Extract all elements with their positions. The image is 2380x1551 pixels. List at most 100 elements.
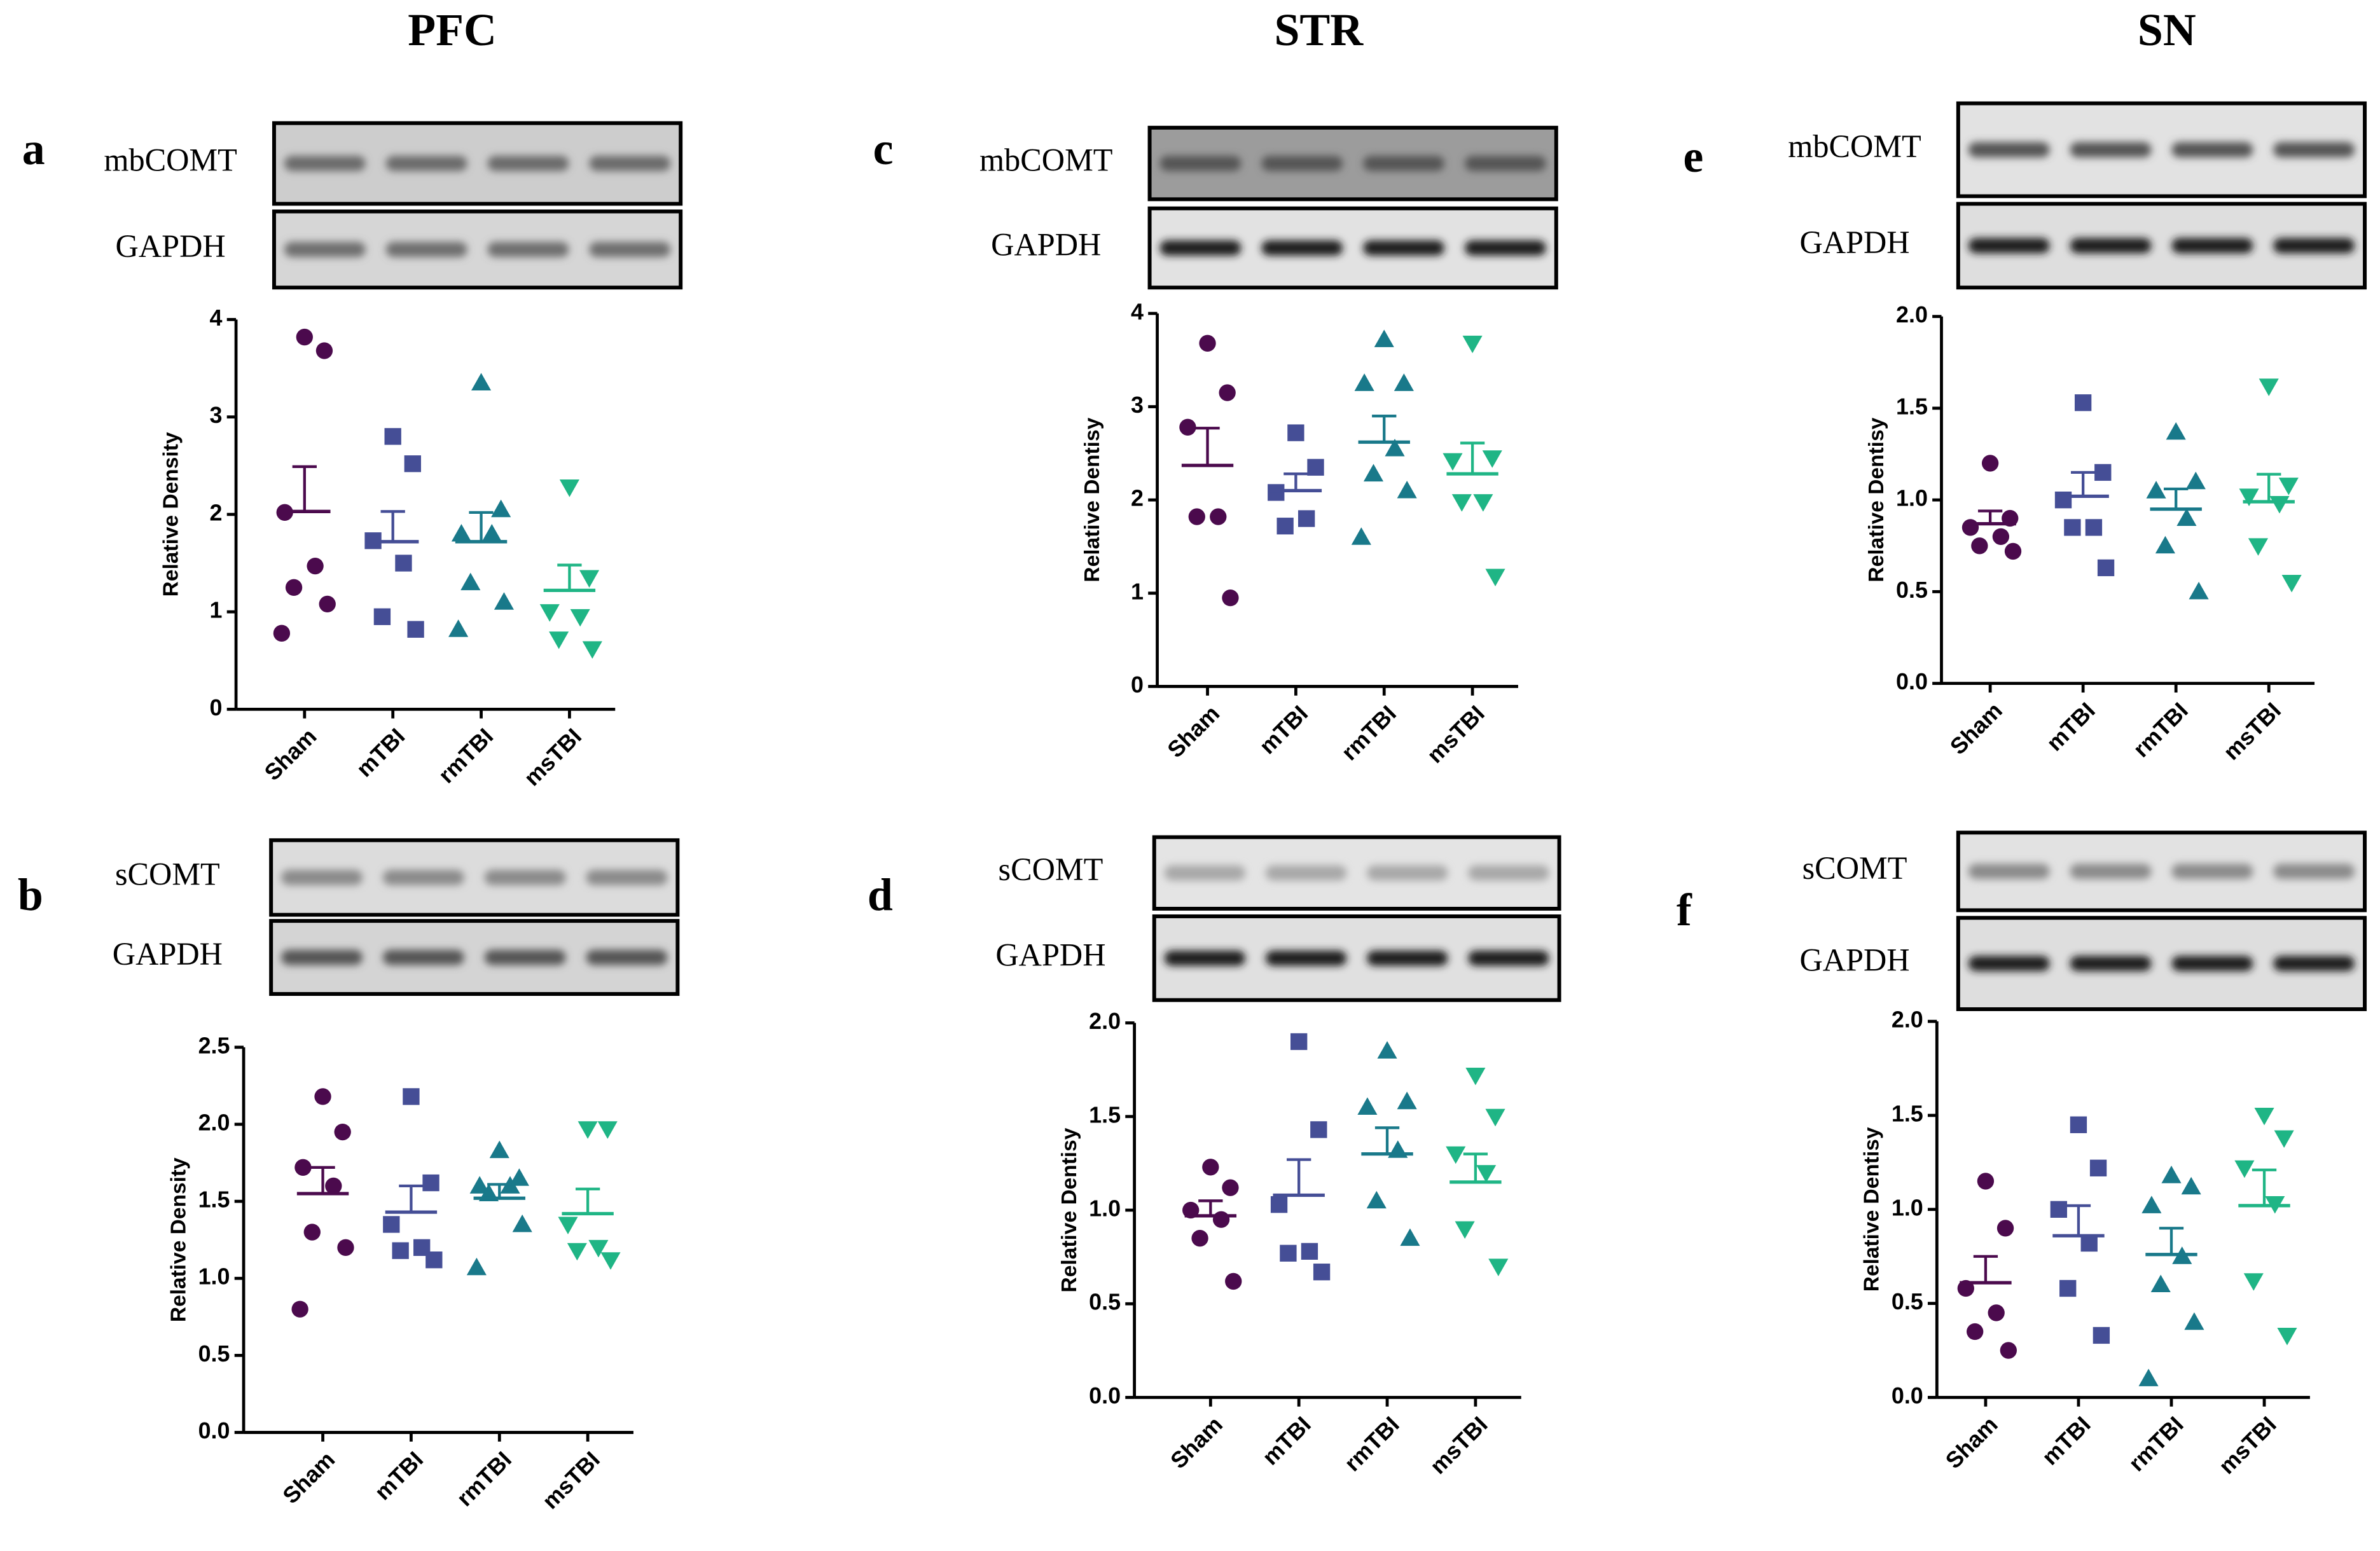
- y-tick-label: 2.0: [1896, 301, 1928, 327]
- y-tick-label: 0.0: [1089, 1382, 1121, 1409]
- data-point: [1397, 1091, 1417, 1110]
- blot-band: [385, 156, 467, 172]
- data-point: [2074, 394, 2092, 411]
- y-tick-label: 0.5: [1089, 1289, 1121, 1315]
- blot-band: [484, 869, 566, 885]
- error-bar: [2164, 487, 2189, 509]
- blot-band: [1265, 865, 1347, 881]
- data-point: [2146, 481, 2166, 499]
- data-point: [1222, 589, 1239, 607]
- data-point: [2064, 519, 2081, 536]
- blot-band: [2273, 142, 2355, 158]
- data-point: [2004, 542, 2022, 560]
- blot-band: [2171, 956, 2253, 972]
- blot-label: GAPDH: [113, 936, 223, 972]
- data-point: [1276, 518, 1294, 535]
- data-point: [1354, 373, 1374, 391]
- x-tick-label: Sham: [1941, 1411, 2003, 1473]
- data-point: [1366, 1190, 1387, 1209]
- data-point: [491, 499, 511, 518]
- panel-letter: b: [18, 869, 43, 920]
- error-bar: [1195, 427, 1220, 465]
- blot-band: [589, 242, 671, 258]
- data-point: [2166, 422, 2186, 440]
- error-bar: [310, 1166, 335, 1194]
- data-point: [570, 609, 590, 627]
- data-point: [549, 631, 569, 649]
- data-point: [1981, 455, 1999, 472]
- data-point: [2189, 581, 2209, 600]
- data-point: [1202, 1159, 1219, 1176]
- y-tick-label: 0.0: [1896, 668, 1928, 694]
- blot-band: [382, 869, 464, 885]
- y-axis-label: Relative Density: [167, 1157, 190, 1322]
- data-point: [2239, 488, 2259, 506]
- error-bar: [575, 1187, 600, 1214]
- y-tick-label: 0: [1131, 672, 1144, 698]
- blot-band: [1363, 240, 1444, 256]
- data-point: [1485, 569, 1505, 586]
- data-point: [509, 1168, 529, 1186]
- blot-label: GAPDH: [116, 228, 226, 264]
- blot-band: [2171, 142, 2253, 158]
- data-point: [2093, 1327, 2110, 1344]
- data-point: [469, 1176, 490, 1194]
- y-axis-label: Relative Dentisy: [1081, 417, 1104, 582]
- blot-band: [284, 242, 366, 258]
- panel-letter: d: [868, 869, 893, 920]
- data-point: [471, 373, 492, 391]
- data-point: [1179, 418, 1196, 436]
- y-tick-label: 0.5: [1896, 577, 1928, 603]
- data-point: [2281, 575, 2302, 593]
- data-point: [512, 1214, 532, 1232]
- data-point: [2176, 508, 2197, 526]
- blot-band: [1367, 865, 1448, 881]
- x-tick-label: Sham: [1165, 1411, 1228, 1473]
- data-point: [1280, 1244, 1297, 1262]
- data-point: [2243, 1273, 2264, 1291]
- data-point: [1310, 1121, 1327, 1138]
- data-point: [307, 557, 324, 575]
- x-tick-label: msTBI: [2218, 697, 2286, 765]
- data-point: [2259, 378, 2279, 396]
- data-point: [291, 1300, 308, 1318]
- data-point: [1357, 1097, 1378, 1115]
- data-point: [1465, 1068, 1486, 1086]
- data-point: [1971, 537, 1988, 555]
- x-tick-label: rmTBI: [452, 1446, 516, 1511]
- data-point: [1222, 1179, 1239, 1196]
- x-tick-label: mTBI: [351, 723, 410, 782]
- data-point: [2248, 538, 2269, 556]
- error-bar: [1977, 509, 2003, 524]
- data-point: [1385, 438, 1405, 457]
- y-tick-label: 0.5: [1892, 1288, 1923, 1314]
- data-point: [1394, 373, 1414, 391]
- y-tick-label: 0.0: [198, 1417, 230, 1444]
- x-tick-label: msTBI: [537, 1446, 605, 1514]
- data-point: [2277, 1327, 2297, 1346]
- blot-band: [2070, 956, 2152, 972]
- y-axis-label: Relative Dentisy: [1058, 1127, 1081, 1292]
- data-point: [1268, 484, 1285, 501]
- error-bar: [1283, 472, 1308, 491]
- data-point: [407, 621, 424, 638]
- data-point: [325, 1177, 342, 1195]
- data-point: [1482, 450, 1502, 468]
- data-point: [578, 1121, 598, 1139]
- error-bar: [487, 1183, 512, 1199]
- data-point: [451, 523, 471, 542]
- y-axis-label: Relative Density: [159, 432, 183, 596]
- data-point: [597, 1121, 618, 1139]
- data-point: [373, 608, 391, 625]
- data-point: [2138, 1368, 2159, 1386]
- y-tick-label: 1.0: [198, 1264, 230, 1290]
- blot-band: [1261, 156, 1343, 172]
- data-point: [1400, 1228, 1420, 1246]
- x-tick-label: mTBI: [370, 1446, 428, 1505]
- y-tick-label: 1: [210, 597, 223, 623]
- data-point: [422, 1174, 439, 1192]
- data-point: [395, 555, 412, 572]
- blot-label: mbCOMT: [979, 142, 1112, 178]
- error-bar: [557, 563, 582, 591]
